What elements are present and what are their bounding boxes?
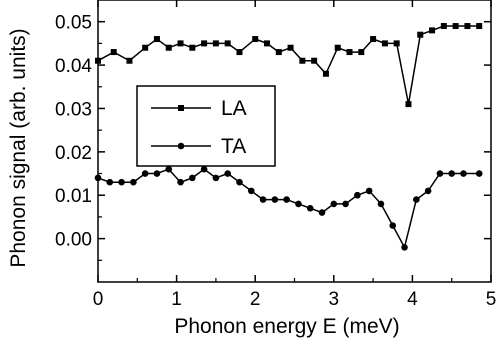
data-point-la (346, 49, 353, 56)
data-point-la (263, 40, 270, 47)
y-axis-ticks: 0.00 0.01 0.02 0.03 0.04 0.05 (55, 13, 491, 261)
data-point-la (275, 49, 282, 56)
legend-label-ta: TA (221, 135, 246, 158)
data-point-la (110, 49, 117, 56)
data-point-ta (413, 196, 420, 203)
data-point-la (334, 44, 341, 51)
data-point-ta (460, 170, 467, 177)
data-point-ta (318, 209, 326, 216)
data-point-ta (436, 170, 444, 177)
data-point-la (393, 40, 400, 47)
data-point-ta (94, 174, 102, 182)
legend-marker-ta (177, 142, 185, 150)
x-axis-ticks: 0 1 2 3 4 5 (93, 0, 497, 310)
data-point-la (429, 27, 436, 34)
x-tick-label: 2 (250, 289, 261, 310)
x-tick-label: 1 (171, 289, 182, 310)
data-point-la (126, 57, 133, 64)
data-point-ta (342, 200, 349, 208)
y-tick-label: 0.03 (55, 99, 92, 120)
data-point-ta (153, 170, 161, 177)
data-point-ta (295, 200, 302, 208)
data-point-ta (141, 170, 149, 177)
x-tick-label: 4 (407, 289, 418, 310)
data-point-ta (271, 196, 279, 203)
y-tick-label: 0.04 (55, 56, 92, 77)
data-point-la (95, 57, 101, 64)
data-point-ta (200, 165, 208, 173)
data-point-ta (236, 178, 243, 186)
x-axis-title: Phonon energy E (meV) (174, 315, 399, 338)
y-tick-label: 0.01 (55, 186, 92, 207)
data-point-la (201, 40, 208, 47)
data-point-la (236, 49, 243, 56)
data-point-la (189, 44, 196, 51)
data-point-ta (448, 170, 456, 177)
data-point-ta (177, 178, 184, 186)
data-point-la (405, 101, 412, 108)
data-point-ta (189, 174, 196, 182)
data-point-la (252, 36, 259, 43)
data-point-ta (106, 178, 114, 186)
data-point-ta (247, 187, 255, 195)
data-point-la (464, 23, 471, 30)
data-point-la (370, 36, 377, 43)
data-point-ta (377, 200, 385, 208)
data-point-ta (283, 196, 290, 203)
data-point-ta (118, 178, 125, 186)
data-point-la (212, 40, 219, 47)
legend-box (136, 85, 276, 167)
data-point-la (165, 44, 172, 51)
data-point-la (153, 36, 160, 43)
legend: LA TA (136, 85, 276, 167)
data-point-la (417, 31, 424, 38)
data-point-la (311, 57, 318, 64)
data-point-la (476, 23, 483, 30)
data-point-la (322, 70, 329, 77)
series-layer (94, 23, 483, 251)
data-point-la (440, 23, 447, 30)
data-point-ta (354, 191, 361, 199)
legend-marker-la (178, 105, 184, 111)
x-tick-label: 3 (329, 289, 340, 310)
data-point-la (358, 49, 365, 56)
data-point-la (177, 40, 184, 47)
data-point-ta (401, 243, 408, 251)
data-point-ta (424, 187, 432, 195)
data-point-ta (130, 178, 137, 186)
x-tick-label: 5 (486, 289, 497, 310)
y-axis-title: Phonon signal (arb. units) (7, 28, 30, 267)
data-point-ta (475, 170, 483, 177)
data-point-la (452, 23, 459, 30)
data-point-la (299, 57, 306, 64)
x-tick-label: 0 (93, 289, 104, 310)
data-point-la (287, 44, 294, 51)
data-point-la (142, 44, 149, 51)
data-point-ta (330, 200, 338, 208)
data-point-ta (165, 165, 173, 173)
y-tick-label: 0.00 (55, 230, 92, 251)
data-point-ta (212, 174, 220, 182)
data-point-ta (224, 170, 231, 177)
data-point-ta (365, 187, 373, 195)
data-point-la (381, 40, 388, 47)
y-tick-label: 0.02 (55, 143, 92, 164)
data-point-la (224, 40, 231, 47)
legend-label-la: LA (221, 97, 247, 120)
data-point-ta (306, 204, 314, 212)
data-point-ta (389, 222, 397, 229)
y-tick-label: 0.05 (55, 13, 92, 34)
data-point-ta (259, 196, 267, 203)
